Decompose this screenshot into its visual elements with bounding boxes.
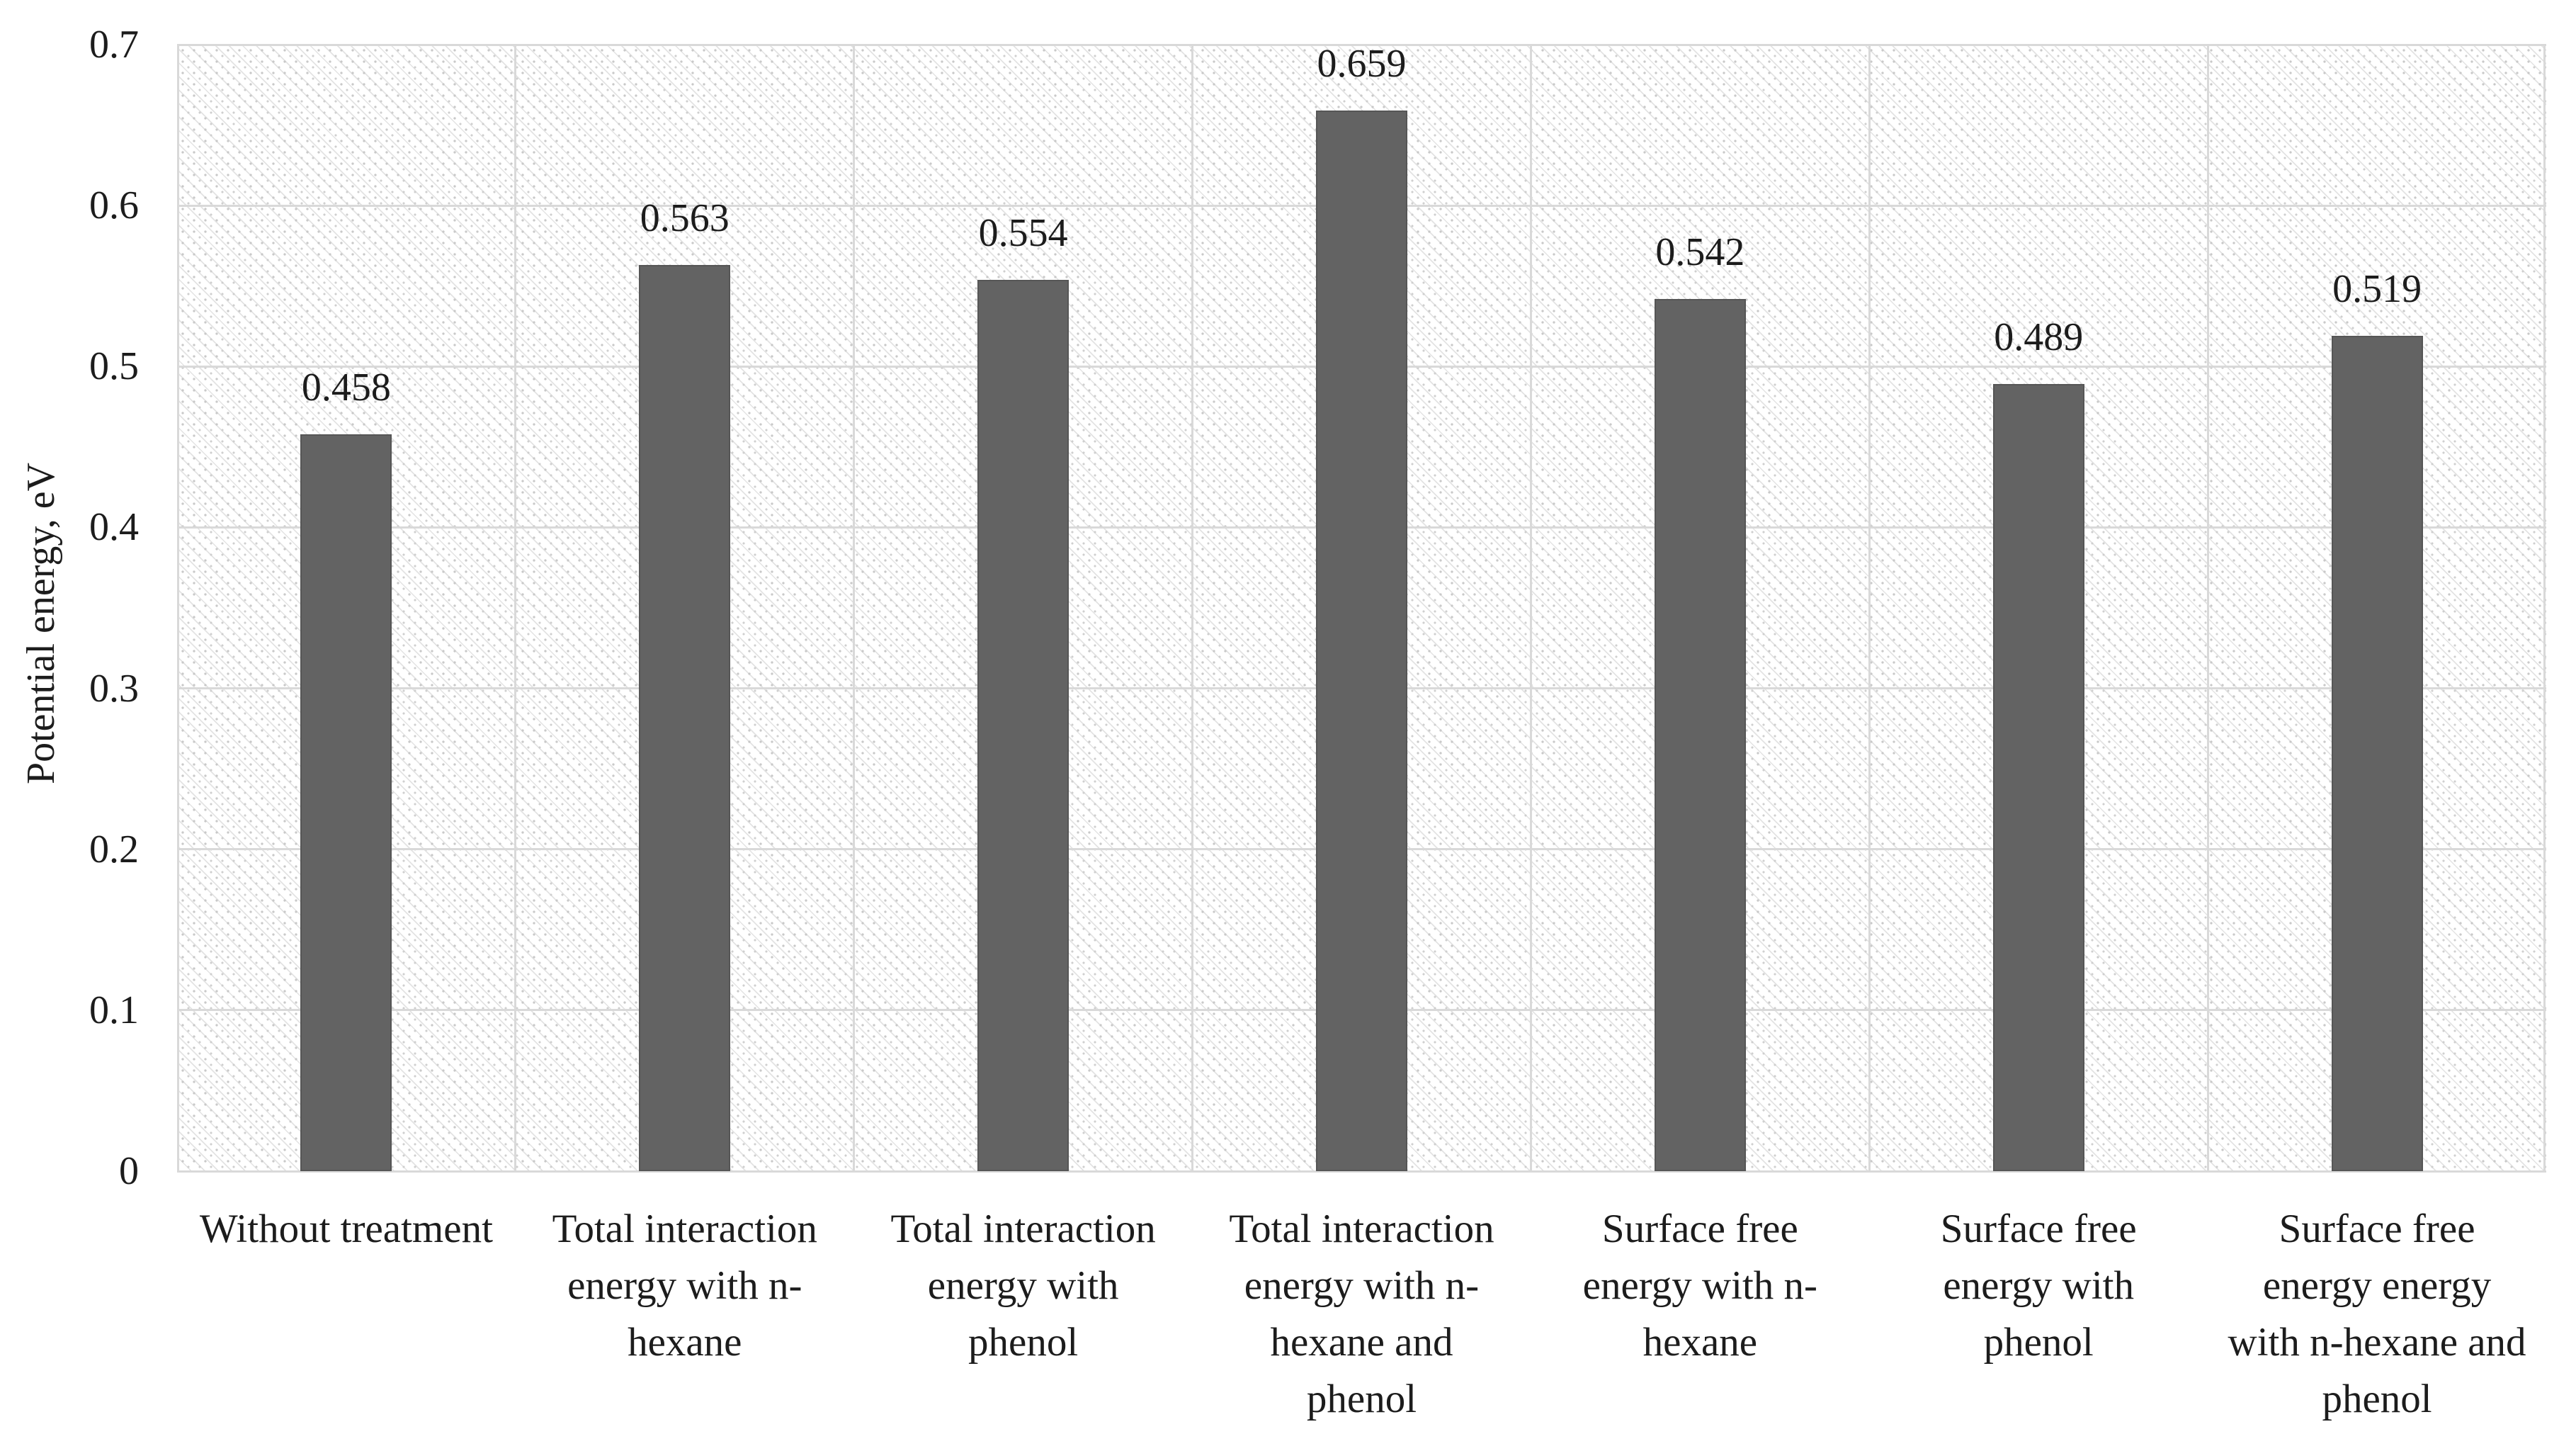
gridline-vertical [514, 45, 517, 1171]
y-tick-label: 0.3 [89, 666, 139, 711]
bar [1992, 384, 2084, 1171]
bar [977, 279, 1069, 1171]
gridline-horizontal [177, 43, 2546, 46]
x-category-label: Surface free energy with n- hexane [1582, 1207, 1818, 1365]
bar [2331, 336, 2423, 1171]
x-category-label: Surface free energy energy with n-hexane… [2228, 1207, 2526, 1421]
y-tick-label: 0.5 [89, 344, 139, 389]
y-tick-label: 0.4 [89, 505, 139, 550]
bar-value-label: 0.563 [640, 196, 730, 241]
bar-value-label: 0.519 [2332, 267, 2422, 312]
x-category-label: Total interaction energy with n- hexane … [1229, 1207, 1494, 1421]
x-category-label: Total interaction energy with phenol [890, 1207, 1156, 1365]
bar-value-label: 0.489 [1994, 315, 2084, 360]
gridline-vertical [1529, 45, 1532, 1171]
bar [1654, 298, 1746, 1171]
gridline-vertical [2206, 45, 2209, 1171]
gridline-horizontal [177, 1170, 2546, 1173]
y-tick-label: 0.7 [89, 23, 139, 67]
gridline-vertical [2543, 45, 2546, 1171]
x-category-label: Without treatment [199, 1207, 493, 1251]
gridline-vertical [1191, 45, 1194, 1171]
plot-area: 0.458 0.563 0.554 0.659 0.542 0.489 0.519 [177, 42, 2546, 1173]
x-category-label: Total interaction energy with n- hexane [552, 1207, 817, 1365]
bar [300, 434, 392, 1171]
bar [639, 265, 731, 1171]
y-tick-label: 0.2 [89, 827, 139, 871]
bar [1316, 111, 1407, 1171]
bar-value-label: 0.458 [301, 365, 391, 410]
gridline-vertical [1868, 45, 1871, 1171]
y-tick-label: 0.1 [89, 988, 139, 1032]
x-category-label: Surface free energy with phenol [1940, 1207, 2137, 1365]
y-tick-label: 0.6 [89, 184, 139, 228]
bar-value-label: 0.554 [978, 210, 1068, 255]
gridline-vertical [853, 45, 856, 1171]
gridline-vertical [177, 45, 179, 1171]
y-tick-label: 0 [119, 1149, 139, 1193]
bar-value-label: 0.542 [1655, 230, 1745, 274]
bar-value-label: 0.659 [1317, 42, 1407, 86]
